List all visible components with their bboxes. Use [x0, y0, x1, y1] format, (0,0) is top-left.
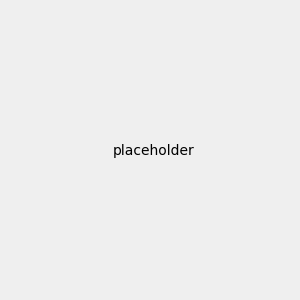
Text: placeholder: placeholder — [113, 145, 195, 158]
